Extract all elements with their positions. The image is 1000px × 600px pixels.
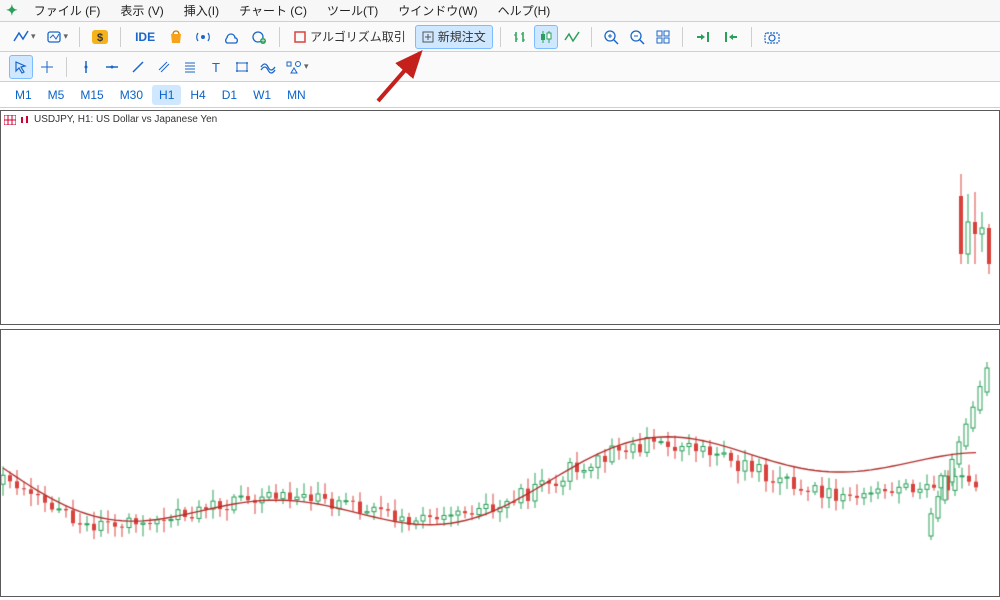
app-logo-icon: ✦	[6, 2, 18, 19]
chart-panel-bottom[interactable]	[0, 329, 1000, 597]
chart-bars-button[interactable]	[508, 25, 532, 49]
chart-panel-top[interactable]: USDJPY, H1: US Dollar vs Japanese Yen	[0, 110, 1000, 325]
chart-template-button[interactable]: ▾	[42, 25, 73, 49]
menu-window[interactable]: ウインドウ(W)	[388, 2, 487, 19]
signals-button[interactable]	[190, 25, 216, 49]
chart-area: USDJPY, H1: US Dollar vs Japanese Yen	[0, 108, 1000, 600]
channel-button[interactable]	[152, 55, 176, 79]
toolbar-draw: T ▾	[0, 52, 1000, 82]
menu-help[interactable]: ヘルプ(H)	[488, 2, 561, 19]
timeframe-m15[interactable]: M15	[73, 85, 110, 105]
timeframe-m1[interactable]: M1	[8, 85, 39, 105]
timeframe-h4[interactable]: H4	[183, 85, 212, 105]
tile-windows-button[interactable]	[651, 25, 675, 49]
screenshot-button[interactable]	[759, 25, 785, 49]
menu-chart[interactable]: チャート (C)	[229, 2, 317, 19]
svg-text:+: +	[261, 38, 265, 45]
wave-tool-button[interactable]	[256, 55, 280, 79]
timeframe-bar: M1 M5 M15 M30 H1 H4 D1 W1 MN	[0, 82, 1000, 108]
menu-view[interactable]: 表示 (V)	[110, 2, 173, 19]
vertical-line-button[interactable]	[74, 55, 98, 79]
new-order-label: 新規注文	[438, 28, 486, 45]
algo-trading-button[interactable]: アルゴリズム取引	[287, 25, 413, 49]
chart-candles-button[interactable]	[534, 25, 558, 49]
trendline-button[interactable]	[126, 55, 150, 79]
chart-canvas-top	[1, 111, 997, 324]
add-service-button[interactable]: +	[246, 25, 272, 49]
crosshair-tool-button[interactable]	[35, 55, 59, 79]
timeframe-m30[interactable]: M30	[113, 85, 150, 105]
fibonacci-button[interactable]	[178, 55, 202, 79]
market-button[interactable]	[164, 25, 188, 49]
menu-bar: ✦ ファイル (F) 表示 (V) 挿入(I) チャート (C) ツール(T) …	[0, 0, 1000, 22]
shift-chart-button[interactable]	[690, 25, 716, 49]
zoom-out-button[interactable]	[625, 25, 649, 49]
timeframe-mn[interactable]: MN	[280, 85, 313, 105]
zoom-in-button[interactable]	[599, 25, 623, 49]
timeframe-w1[interactable]: W1	[246, 85, 278, 105]
menu-file[interactable]: ファイル (F)	[24, 2, 111, 19]
chart-lineonly-button[interactable]	[560, 25, 584, 49]
autotrading-toggle-button[interactable]: $	[87, 25, 113, 49]
timeframe-d1[interactable]: D1	[215, 85, 244, 105]
timeframe-h1[interactable]: H1	[152, 85, 181, 105]
chart-canvas-bottom	[1, 330, 997, 596]
text-tool-button[interactable]: T	[204, 55, 228, 79]
shapes-tool-button[interactable]: ▾	[282, 55, 313, 79]
timeframe-m5[interactable]: M5	[41, 85, 72, 105]
algo-trading-label: アルゴリズム取引	[310, 28, 406, 45]
svg-text:T: T	[212, 60, 220, 74]
menu-tools[interactable]: ツール(T)	[317, 2, 388, 19]
toolbar-main: ▾ ▾ $ IDE + アルゴリズム取引 新規注文	[0, 22, 1000, 52]
horizontal-line-button[interactable]	[100, 55, 124, 79]
vps-button[interactable]	[218, 25, 244, 49]
svg-text:$: $	[97, 32, 103, 44]
menu-insert[interactable]: 挿入(I)	[174, 2, 229, 19]
cursor-tool-button[interactable]	[9, 55, 33, 79]
rectangle-tool-button[interactable]	[230, 55, 254, 79]
auto-scroll-button[interactable]	[718, 25, 744, 49]
ide-button[interactable]: IDE	[128, 25, 162, 49]
new-order-button[interactable]: 新規注文	[415, 25, 493, 49]
chart-type-line-button[interactable]: ▾	[9, 25, 40, 49]
